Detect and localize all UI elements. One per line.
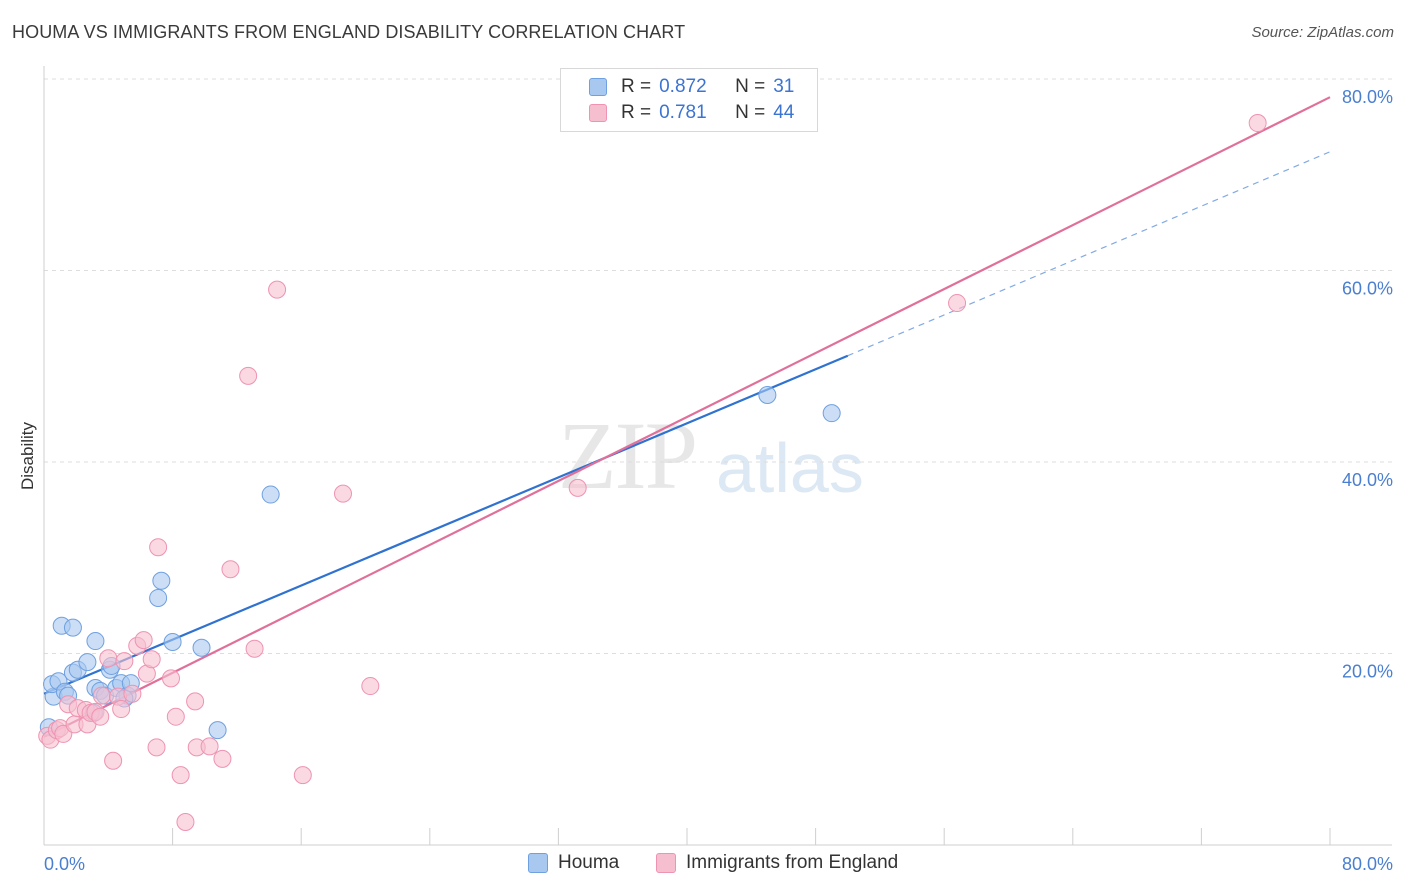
y-tick-label: 20.0%: [1342, 662, 1393, 682]
houma-point: [758, 385, 777, 404]
england-trend-line: [43, 96, 1331, 738]
england-point: [166, 707, 185, 726]
r-label: R =: [621, 76, 652, 97]
england-point: [91, 707, 110, 726]
england-point: [147, 738, 166, 757]
england-point: [333, 484, 352, 503]
england-point: [104, 751, 123, 770]
england-point: [112, 700, 131, 719]
england-r-value: 0.781: [659, 102, 707, 123]
n-label: N =: [735, 102, 766, 123]
n-label: N =: [735, 76, 766, 97]
houma-point: [152, 571, 171, 590]
y-tick-label: 60.0%: [1342, 279, 1393, 299]
x-tick-label: 80.0%: [1342, 854, 1393, 874]
england-point: [186, 692, 205, 711]
england-point: [200, 737, 219, 756]
england-legend-swatch: [656, 853, 676, 873]
england-swatch: [589, 104, 607, 122]
england-point: [161, 669, 180, 688]
y-tick-label: 80.0%: [1342, 87, 1393, 107]
england-point: [123, 684, 142, 703]
england-point: [568, 478, 587, 497]
england-legend-label: Immigrants from England: [686, 852, 899, 873]
england-point: [176, 813, 195, 832]
england-point: [92, 686, 111, 705]
england-point: [293, 766, 312, 785]
legend-item-england[interactable]: Immigrants from England: [656, 852, 898, 874]
england-point: [134, 631, 153, 650]
houma-r-value: 0.872: [659, 76, 707, 97]
england-point: [115, 652, 134, 671]
axes: [43, 66, 1392, 846]
y-tick-label: 40.0%: [1342, 470, 1393, 490]
england-point: [213, 749, 232, 768]
series-legend: Houma Immigrants from England: [0, 852, 1406, 878]
houma-point: [208, 721, 227, 740]
houma-trend-extension: [847, 151, 1331, 357]
england-point: [221, 560, 240, 579]
trend-lines: [43, 96, 1331, 738]
england-point: [142, 650, 161, 669]
england-point: [268, 280, 287, 299]
r-label: R =: [621, 102, 652, 123]
houma-point: [163, 633, 182, 652]
tick-labels: 20.0% 40.0% 60.0% 80.0% 0.0% 80.0%: [44, 87, 1393, 874]
legend-item-houma[interactable]: Houma: [528, 852, 619, 874]
houma-n-value: 31: [773, 76, 795, 97]
houma-legend-swatch: [528, 853, 548, 873]
source-label: Source: ZipAtlas.com: [1251, 24, 1394, 41]
england-point: [361, 677, 380, 696]
england-point: [99, 649, 118, 668]
data-points: [38, 114, 1267, 832]
england-point: [245, 639, 264, 658]
watermark-atlas: atlas: [716, 429, 864, 507]
houma-point: [86, 632, 105, 651]
x-tick-label: 0.0%: [44, 854, 85, 874]
england-point: [1248, 114, 1267, 133]
houma-point: [63, 618, 82, 637]
england-point: [948, 294, 967, 313]
houma-point: [822, 404, 841, 423]
houma-swatch: [589, 78, 607, 96]
chart-title: HOUMA VS IMMIGRANTS FROM ENGLAND DISABIL…: [12, 22, 686, 42]
houma-point: [192, 638, 211, 657]
legend-row-england: R = 0.781 N = 44: [589, 101, 794, 125]
houma-legend-label: Houma: [558, 852, 620, 873]
legend-row-houma: R = 0.872 N = 31: [589, 75, 794, 99]
grid-lines: [44, 78, 1392, 654]
stats-legend: R = 0.872 N = 31 R = 0.781 N = 44: [560, 68, 818, 132]
houma-point: [261, 485, 280, 504]
england-point: [149, 538, 168, 557]
england-n-value: 44: [773, 102, 795, 123]
houma-point: [78, 653, 97, 672]
england-point: [171, 766, 190, 785]
england-point: [239, 366, 258, 385]
houma-point: [149, 588, 168, 607]
